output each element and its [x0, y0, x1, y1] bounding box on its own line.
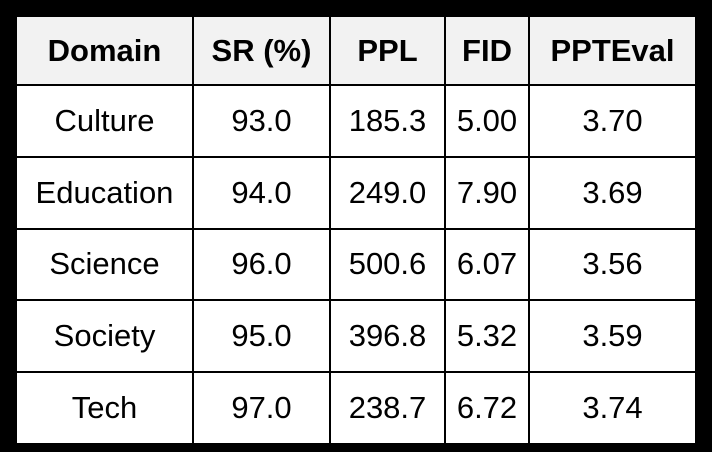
- cell-ppl: 238.7: [329, 371, 446, 443]
- results-table: Domain SR (%) PPL FID PPTEval Culture 93…: [17, 17, 695, 443]
- cell-fid: 6.07: [444, 227, 530, 302]
- cell-fid: 5.32: [444, 299, 530, 374]
- cell-domain: Science: [17, 227, 194, 302]
- table-header-row: Domain SR (%) PPL FID PPTEval: [17, 17, 695, 86]
- cell-sr: 94.0: [192, 155, 331, 230]
- header-domain: Domain: [17, 17, 194, 86]
- cell-sr: 96.0: [192, 227, 331, 302]
- results-table-frame: Domain SR (%) PPL FID PPTEval Culture 93…: [17, 17, 695, 443]
- cell-domain: Education: [17, 155, 194, 230]
- table-row: Education 94.0 249.0 7.90 3.69: [17, 155, 695, 230]
- header-fid: FID: [444, 17, 530, 86]
- table-row: Science 96.0 500.6 6.07 3.56: [17, 227, 695, 302]
- cell-ppteval: 3.70: [528, 84, 695, 158]
- table-row: Culture 93.0 185.3 5.00 3.70: [17, 84, 695, 158]
- cell-sr: 93.0: [192, 84, 331, 158]
- cell-fid: 6.72: [444, 371, 530, 443]
- header-ppl: PPL: [329, 17, 446, 86]
- cell-sr: 95.0: [192, 299, 331, 374]
- table-row: Tech 97.0 238.7 6.72 3.74: [17, 371, 695, 443]
- table-row: Society 95.0 396.8 5.32 3.59: [17, 299, 695, 374]
- cell-ppteval: 3.56: [528, 227, 695, 302]
- cell-ppl: 249.0: [329, 155, 446, 230]
- cell-fid: 7.90: [444, 155, 530, 230]
- cell-ppteval: 3.69: [528, 155, 695, 230]
- cell-domain: Tech: [17, 371, 194, 443]
- header-ppteval: PPTEval: [528, 17, 695, 86]
- cell-ppl: 185.3: [329, 84, 446, 158]
- header-sr: SR (%): [192, 17, 331, 86]
- cell-fid: 5.00: [444, 84, 530, 158]
- cell-ppl: 396.8: [329, 299, 446, 374]
- cell-ppl: 500.6: [329, 227, 446, 302]
- cell-ppteval: 3.59: [528, 299, 695, 374]
- cell-ppteval: 3.74: [528, 371, 695, 443]
- cell-domain: Society: [17, 299, 194, 374]
- cell-domain: Culture: [17, 84, 194, 158]
- cell-sr: 97.0: [192, 371, 331, 443]
